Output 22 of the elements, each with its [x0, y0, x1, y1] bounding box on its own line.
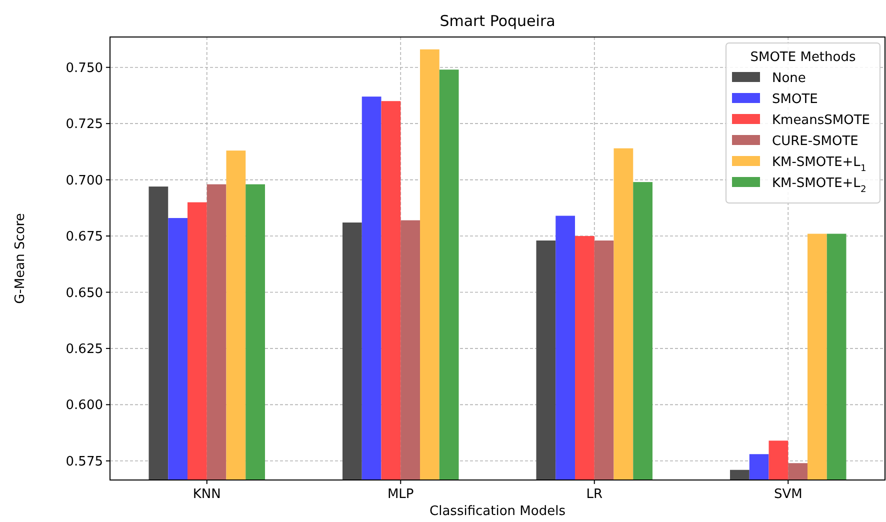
chart-title: Smart Poqueira — [440, 12, 556, 30]
x-axis-title: Classification Models — [430, 504, 566, 519]
legend-title: SMOTE Methods — [750, 50, 856, 65]
y-tick-label: 0.625 — [66, 342, 103, 357]
legend-label: KM-SMOTE+L$_{1}$ — [772, 155, 866, 174]
y-axis-title: G-Mean Score — [13, 213, 28, 304]
y-tick-label: 0.650 — [66, 286, 103, 301]
y-tick-label: 0.725 — [66, 117, 103, 132]
legend-label: KmeansSMOTE — [772, 113, 870, 128]
x-tick-label: LR — [586, 487, 603, 502]
legend-label: None — [772, 71, 806, 86]
legend-label: CURE-SMOTE — [772, 134, 858, 149]
y-tick-label: 0.575 — [66, 454, 103, 470]
y-tick-label: 0.600 — [66, 398, 103, 414]
x-tick-label: KNN — [192, 487, 221, 502]
y-tick-label: 0.750 — [66, 60, 103, 76]
y-tick-label: 0.675 — [66, 230, 103, 245]
legend-label: SMOTE — [772, 92, 818, 107]
legend-label: KM-SMOTE+L$_{2}$ — [772, 176, 866, 195]
y-tick-label: 0.700 — [66, 173, 103, 188]
x-tick-label: SVM — [774, 487, 802, 502]
x-tick-label: MLP — [387, 487, 414, 502]
